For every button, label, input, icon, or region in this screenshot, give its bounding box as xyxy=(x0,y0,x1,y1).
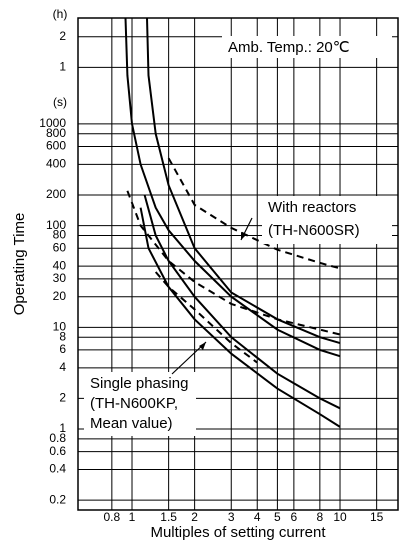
y-tick-label: 60 xyxy=(53,240,67,254)
x-tick-label: 1 xyxy=(129,510,136,524)
y-tick-label: 80 xyxy=(53,228,67,242)
y-tick-label: 200 xyxy=(46,187,66,201)
annotation: Mean value) xyxy=(90,415,173,432)
x-tick-label: 3 xyxy=(228,510,235,524)
plot-frame xyxy=(77,17,399,511)
x-axis-label: Multiples of setting current xyxy=(150,524,326,541)
x-tick-label: 8 xyxy=(317,510,324,524)
y-tick-label: 800 xyxy=(46,126,66,140)
annotation: Amb. Temp.: 20℃ xyxy=(228,39,350,56)
y-tick-label: 4 xyxy=(59,360,66,374)
x-tick-label: 5 xyxy=(274,510,281,524)
annotation: With reactors xyxy=(268,199,356,216)
unit-label: (h) xyxy=(53,7,68,21)
y-tick-label: 600 xyxy=(46,139,66,153)
y-tick-label: 0.4 xyxy=(49,462,66,476)
x-tick-label: 2 xyxy=(191,510,198,524)
x-tick-label: 0.8 xyxy=(104,510,121,524)
annotation: Single phasing xyxy=(90,375,188,392)
y-tick-label: 400 xyxy=(46,157,66,171)
y-tick-label: 1 xyxy=(59,421,66,435)
x-tick-label: 15 xyxy=(370,510,384,524)
y-tick-label: 30 xyxy=(53,271,67,285)
curve xyxy=(143,194,341,410)
arrowhead xyxy=(241,232,246,240)
curve xyxy=(126,190,341,336)
y-tick-label: 2 xyxy=(59,391,66,405)
arrowhead xyxy=(199,342,206,350)
unit-label: (s) xyxy=(53,95,67,109)
y-tick-label: 0.8 xyxy=(49,431,66,445)
curve xyxy=(167,157,341,270)
y-tick-label: 1000 xyxy=(39,116,66,130)
y-axis-label: Operating Time xyxy=(11,213,28,316)
y-tick-label: 40 xyxy=(53,258,67,272)
curves xyxy=(124,17,341,428)
arrow xyxy=(171,341,207,375)
curve xyxy=(146,17,341,345)
annotation-bg xyxy=(262,196,392,244)
y-tick-label: 6 xyxy=(59,342,66,356)
y-tick-label: 1 xyxy=(59,60,66,74)
y-tick-label: 2 xyxy=(59,29,66,43)
grid xyxy=(78,18,398,510)
curve xyxy=(124,17,341,358)
x-tick-label: 4 xyxy=(254,510,261,524)
x-tick-label: 6 xyxy=(291,510,298,524)
y-tick-label: 100 xyxy=(46,218,66,232)
y-tick-label: 10 xyxy=(53,320,67,334)
y-tick-label: 20 xyxy=(53,289,67,303)
annotation-bg xyxy=(84,372,196,436)
y-tick-label: 0.6 xyxy=(49,444,66,458)
annotation: (TH-N600KP, xyxy=(90,395,178,412)
annotation: (TH-N600SR) xyxy=(268,222,360,239)
curve xyxy=(139,207,341,428)
x-tick-label: 1.5 xyxy=(160,510,177,524)
annotation-bg xyxy=(222,36,392,58)
x-tick-label: 10 xyxy=(333,510,347,524)
curve xyxy=(154,271,258,364)
y-tick-label: 0.2 xyxy=(49,492,66,506)
y-tick-label: 8 xyxy=(59,329,66,343)
